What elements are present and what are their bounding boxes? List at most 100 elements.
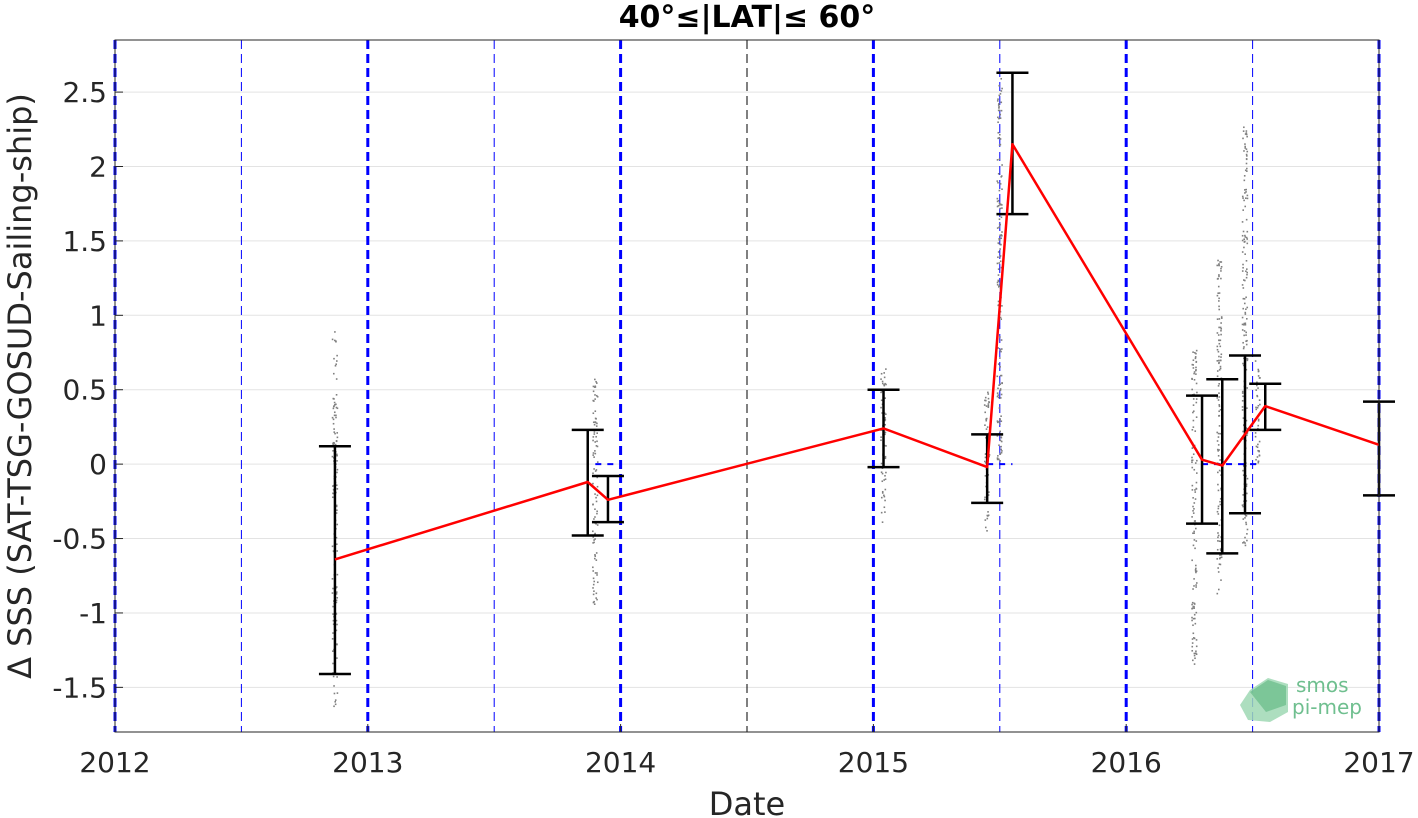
data-point bbox=[1195, 527, 1197, 530]
data-point bbox=[1242, 137, 1244, 140]
data-point bbox=[1245, 334, 1247, 336]
data-point bbox=[1220, 333, 1222, 336]
data-point bbox=[999, 389, 1002, 392]
data-point bbox=[1243, 298, 1246, 300]
data-point bbox=[335, 505, 338, 508]
data-point bbox=[984, 475, 987, 477]
data-point bbox=[593, 580, 596, 583]
data-point bbox=[996, 227, 999, 229]
data-point bbox=[1218, 318, 1221, 320]
data-point bbox=[332, 675, 335, 678]
data-point bbox=[999, 439, 1002, 442]
data-point bbox=[1193, 372, 1195, 375]
data-point bbox=[1216, 440, 1219, 442]
data-point bbox=[999, 117, 1002, 119]
data-point bbox=[595, 500, 598, 503]
data-point bbox=[333, 705, 335, 708]
logo-text-smos: smos bbox=[1296, 673, 1349, 697]
data-point bbox=[1246, 432, 1249, 435]
data-point bbox=[984, 496, 986, 499]
data-point bbox=[592, 566, 594, 569]
data-point bbox=[996, 159, 999, 161]
data-point bbox=[1246, 492, 1248, 495]
data-point bbox=[1257, 418, 1260, 421]
data-point bbox=[333, 398, 335, 400]
data-point bbox=[594, 493, 596, 495]
data-point bbox=[335, 453, 338, 456]
data-point bbox=[332, 550, 335, 552]
data-point bbox=[984, 456, 987, 459]
data-point bbox=[595, 496, 597, 499]
data-point bbox=[1243, 334, 1245, 337]
data-point bbox=[1220, 353, 1223, 356]
y-axis-label: Δ SSS (SAT-TSG-GOSUD-Sailing-ship) bbox=[1, 93, 39, 679]
x-axis-label: Date bbox=[709, 785, 785, 818]
data-point bbox=[335, 619, 338, 622]
data-point bbox=[1001, 305, 1003, 307]
data-point bbox=[1000, 216, 1003, 219]
data-point bbox=[1194, 491, 1197, 493]
data-point bbox=[334, 699, 337, 701]
data-point bbox=[985, 405, 988, 407]
data-point bbox=[998, 223, 1001, 226]
data-point bbox=[999, 374, 1002, 377]
data-point bbox=[1000, 420, 1003, 423]
data-point bbox=[1243, 150, 1245, 152]
data-point bbox=[1257, 370, 1260, 373]
data-point bbox=[1246, 477, 1249, 480]
data-point bbox=[1257, 419, 1260, 422]
data-point bbox=[999, 316, 1002, 319]
data-point bbox=[1257, 424, 1260, 427]
data-point bbox=[1195, 611, 1198, 614]
data-point bbox=[884, 382, 886, 385]
data-point bbox=[1242, 542, 1244, 544]
data-point bbox=[996, 262, 999, 265]
data-point bbox=[880, 372, 883, 375]
data-point bbox=[996, 457, 999, 459]
data-point bbox=[880, 462, 883, 465]
data-point bbox=[1192, 617, 1195, 620]
data-point bbox=[998, 226, 1001, 228]
data-point bbox=[1241, 406, 1244, 408]
data-point bbox=[1244, 536, 1246, 539]
data-point bbox=[1191, 377, 1193, 380]
data-point bbox=[1242, 130, 1245, 132]
data-point bbox=[1246, 407, 1248, 409]
data-point bbox=[1194, 498, 1197, 500]
data-point bbox=[1256, 394, 1258, 397]
data-point bbox=[596, 432, 598, 434]
data-point bbox=[1218, 355, 1220, 358]
data-point bbox=[1245, 191, 1247, 193]
data-point bbox=[996, 435, 999, 437]
data-point bbox=[1218, 275, 1220, 278]
data-point bbox=[997, 279, 1000, 282]
data-point bbox=[1192, 404, 1195, 406]
data-point bbox=[1246, 155, 1248, 157]
data-point bbox=[1241, 316, 1244, 319]
data-point bbox=[1219, 548, 1222, 551]
data-point bbox=[1242, 430, 1244, 433]
data-point bbox=[592, 570, 595, 572]
data-point bbox=[1194, 489, 1196, 491]
data-point bbox=[1217, 507, 1220, 510]
data-point bbox=[884, 433, 886, 436]
data-point bbox=[1217, 588, 1220, 591]
data-point bbox=[1195, 540, 1198, 542]
data-point bbox=[593, 600, 595, 603]
data-point bbox=[1219, 500, 1221, 503]
x-tick-label: 2014 bbox=[585, 746, 656, 779]
data-point bbox=[1219, 367, 1222, 370]
data-point bbox=[881, 480, 884, 483]
data-point bbox=[1218, 326, 1220, 329]
data-point bbox=[595, 552, 598, 554]
data-point bbox=[1255, 458, 1257, 461]
data-point bbox=[1220, 540, 1222, 543]
data-point bbox=[1255, 406, 1257, 409]
data-point bbox=[987, 511, 989, 513]
data-point bbox=[1194, 357, 1197, 360]
data-point bbox=[1218, 361, 1220, 364]
data-point bbox=[881, 490, 884, 493]
data-point bbox=[997, 256, 999, 259]
data-point bbox=[1241, 251, 1244, 253]
data-point bbox=[884, 478, 887, 481]
